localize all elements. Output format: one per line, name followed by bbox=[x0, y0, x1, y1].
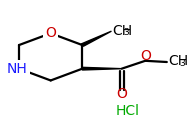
Text: CH: CH bbox=[112, 24, 132, 38]
Text: HCl: HCl bbox=[116, 104, 140, 118]
Text: NH: NH bbox=[7, 62, 27, 76]
Text: O: O bbox=[45, 26, 56, 40]
Text: 3: 3 bbox=[123, 28, 129, 37]
Text: CH: CH bbox=[168, 54, 188, 68]
Polygon shape bbox=[81, 31, 111, 46]
Text: 3: 3 bbox=[179, 59, 185, 68]
Polygon shape bbox=[82, 67, 122, 70]
Text: O: O bbox=[116, 87, 127, 101]
Text: O: O bbox=[140, 49, 151, 63]
